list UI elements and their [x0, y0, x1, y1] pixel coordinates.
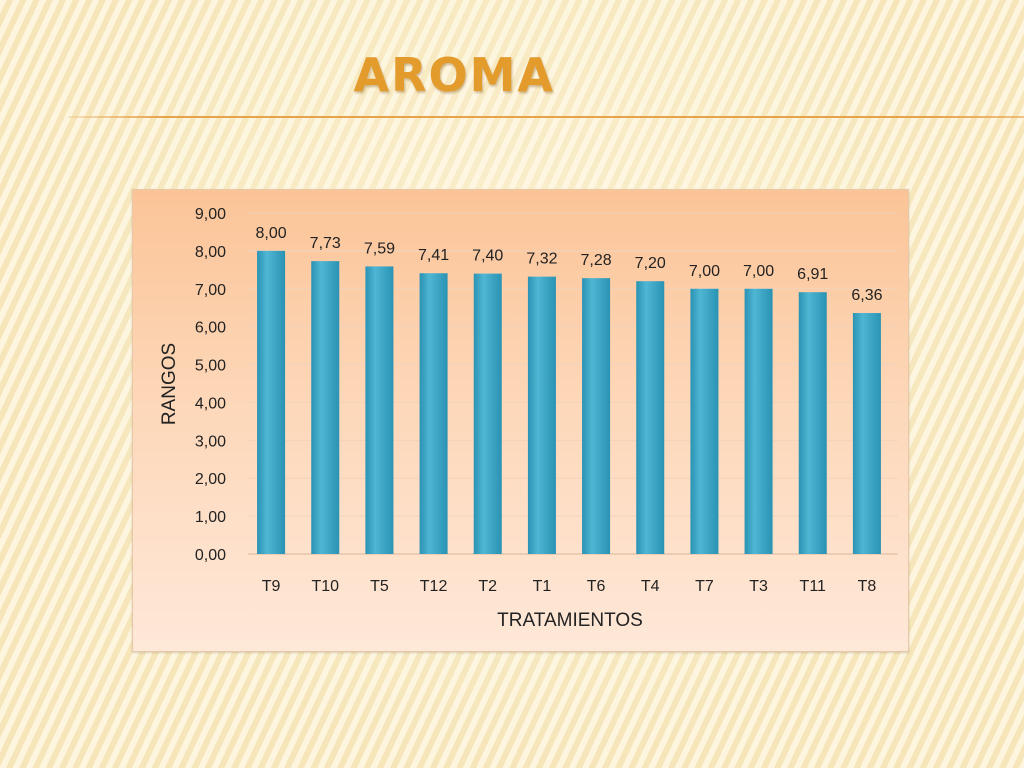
- bar-t12: [419, 273, 448, 554]
- bar-t7: [690, 288, 719, 554]
- y-tick-label: 8,00: [195, 244, 226, 261]
- data-labels: 8,00 7,73 7,59 7,41 7,40 7,32 7,28 7,20 7,00 7,00…: [256, 225, 883, 304]
- x-tick-label: T9: [262, 578, 281, 595]
- y-tick-label: 1,00: [195, 509, 226, 526]
- data-label: 7,41: [418, 247, 449, 264]
- x-tick-label: T1: [533, 578, 552, 595]
- bar-t4: [636, 281, 665, 554]
- y-tick-label: 2,00: [195, 471, 226, 488]
- bars: [257, 250, 881, 554]
- data-label: 7,00: [689, 263, 720, 280]
- data-label: 7,20: [635, 255, 666, 272]
- x-axis-tick-labels: T9 T10 T5 T12 T2 T1 T6 T4 T7 T3 T11 T8: [262, 578, 877, 595]
- bar-t3: [744, 288, 773, 554]
- data-label: 6,91: [797, 266, 828, 283]
- bar-t5: [365, 266, 394, 554]
- y-tick-label: 5,00: [195, 358, 226, 375]
- x-tick-label: T2: [478, 578, 497, 595]
- x-axis-title: TRATAMIENTOS: [497, 610, 643, 631]
- data-label: 7,32: [526, 251, 557, 268]
- y-tick-label: 0,00: [195, 547, 226, 564]
- bar-chart: 0,00 1,00 2,00 3,00 4,00 5,00 6,00 7,00 8,00 9,00…: [159, 206, 898, 631]
- x-tick-label: T6: [587, 578, 606, 595]
- data-label: 7,40: [472, 248, 503, 265]
- x-tick-label: T3: [749, 578, 768, 595]
- x-tick-label: T11: [800, 578, 826, 595]
- x-tick-label: T10: [311, 578, 339, 595]
- bar-t11: [798, 292, 827, 554]
- bar-t2: [473, 273, 502, 554]
- data-label: 7,00: [743, 263, 774, 280]
- data-label: 8,00: [256, 225, 287, 242]
- y-axis-title: RANGOS: [159, 343, 180, 425]
- y-tick-label: 6,00: [195, 320, 226, 337]
- x-tick-label: T5: [370, 578, 389, 595]
- data-label: 7,73: [310, 235, 341, 252]
- bar-t8: [852, 313, 881, 554]
- y-tick-label: 7,00: [195, 282, 226, 299]
- slide-title-text: AROMA: [353, 48, 555, 102]
- slide-title: AROMA: [0, 48, 940, 102]
- y-tick-label: 9,00: [195, 206, 226, 223]
- data-label: 7,28: [581, 252, 612, 269]
- gridlines: [248, 212, 898, 555]
- bar-t9: [257, 250, 286, 554]
- data-label: 7,59: [364, 240, 395, 257]
- x-tick-label: T12: [420, 578, 448, 595]
- title-divider: [68, 116, 1024, 118]
- y-tick-label: 4,00: [195, 395, 226, 412]
- chart-frame: 0,00 1,00 2,00 3,00 4,00 5,00 6,00 7,00 8,00 9,00…: [132, 189, 909, 652]
- x-tick-label: T7: [695, 578, 714, 595]
- bar-t1: [527, 276, 556, 554]
- x-tick-label: T8: [858, 578, 877, 595]
- x-tick-label: T4: [641, 578, 660, 595]
- y-axis-tick-labels: 0,00 1,00 2,00 3,00 4,00 5,00 6,00 7,00 8,00 9,00: [195, 206, 226, 564]
- data-label: 6,36: [851, 287, 882, 304]
- y-tick-label: 3,00: [195, 433, 226, 450]
- bar-t6: [582, 278, 611, 554]
- bar-t10: [311, 261, 340, 554]
